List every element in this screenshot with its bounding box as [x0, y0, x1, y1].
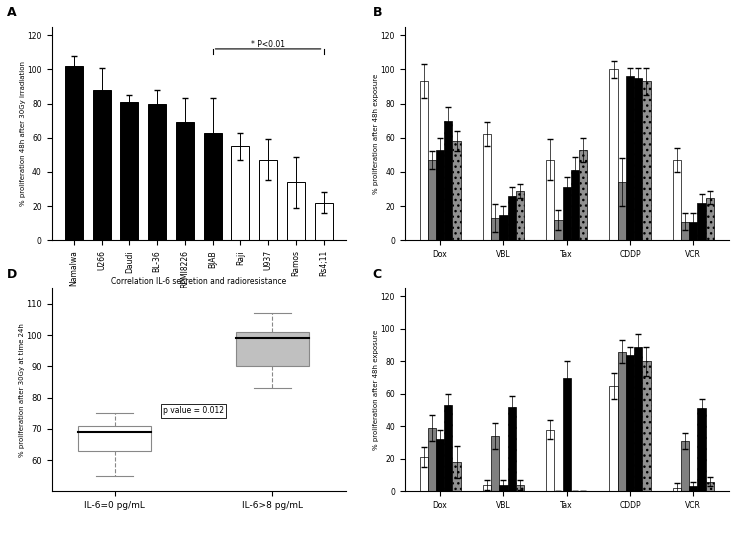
Bar [673, 160, 681, 240]
Y-axis label: % proliferation after 30Gy at time 24h: % proliferation after 30Gy at time 24h [18, 323, 25, 457]
Bar [491, 436, 499, 491]
Bar [65, 66, 83, 240]
Bar [445, 121, 453, 240]
Bar [78, 426, 152, 451]
Bar [546, 429, 554, 491]
Bar [314, 203, 333, 240]
Bar [698, 409, 706, 491]
Bar [618, 352, 626, 491]
Bar [420, 457, 428, 491]
Text: p value = 0.012: p value = 0.012 [163, 406, 224, 415]
Bar [499, 215, 508, 240]
Text: * P<0.01: * P<0.01 [251, 40, 285, 49]
Bar [483, 485, 491, 491]
Bar [420, 81, 428, 240]
Y-axis label: % proliferation after 48h exposure: % proliferation after 48h exposure [373, 329, 379, 450]
Bar [148, 104, 166, 240]
Bar [445, 405, 453, 491]
Bar [554, 220, 562, 240]
Y-axis label: % proliferation 48h after 30Gy irradiation: % proliferation 48h after 30Gy irradiati… [20, 61, 26, 206]
Bar [579, 150, 587, 240]
Legend: U266, Namalwa, Daudi, BL-36, Raji: U266, Namalwa, Daudi, BL-36, Raji [484, 294, 650, 305]
Text: A: A [7, 6, 17, 19]
Bar [453, 462, 461, 491]
Bar [546, 160, 554, 240]
Bar [121, 102, 138, 240]
Bar [609, 69, 618, 240]
Bar [689, 222, 698, 240]
Bar [618, 182, 626, 240]
Text: D: D [7, 268, 18, 281]
Bar [287, 182, 305, 240]
Bar [516, 485, 524, 491]
Bar [516, 191, 524, 240]
Y-axis label: % proliferation after 48h exposure: % proliferation after 48h exposure [373, 73, 379, 194]
Bar [562, 378, 571, 491]
Bar [176, 122, 194, 240]
Bar [428, 428, 436, 491]
Bar [508, 196, 516, 240]
Bar [634, 347, 643, 491]
Bar [681, 222, 689, 240]
Bar [689, 486, 698, 491]
Bar [706, 482, 714, 491]
Bar [562, 187, 571, 240]
Bar [453, 141, 461, 240]
Text: C: C [372, 268, 381, 281]
Bar [634, 78, 643, 240]
Bar [681, 441, 689, 491]
Text: B: B [372, 6, 382, 19]
Bar [643, 362, 651, 491]
Bar [643, 81, 651, 240]
Bar [236, 332, 309, 366]
Bar [93, 90, 110, 240]
Bar [204, 132, 222, 240]
Bar [491, 218, 499, 240]
Bar [259, 160, 277, 240]
Bar [436, 439, 445, 491]
Bar [571, 170, 579, 240]
Bar [436, 150, 445, 240]
Bar [499, 485, 508, 491]
Bar [673, 488, 681, 491]
Bar [706, 198, 714, 240]
Bar [483, 135, 491, 240]
Bar [698, 203, 706, 240]
Title: Correlation IL-6 secretion and radioresistance: Correlation IL-6 secretion and radioresi… [111, 277, 286, 286]
Bar [609, 386, 618, 491]
Bar [428, 160, 436, 240]
Legend: sensitive, resistant: sensitive, resistant [137, 353, 261, 368]
Bar [626, 355, 634, 491]
Bar [231, 146, 250, 240]
Bar [508, 407, 516, 491]
Bar [626, 76, 634, 240]
